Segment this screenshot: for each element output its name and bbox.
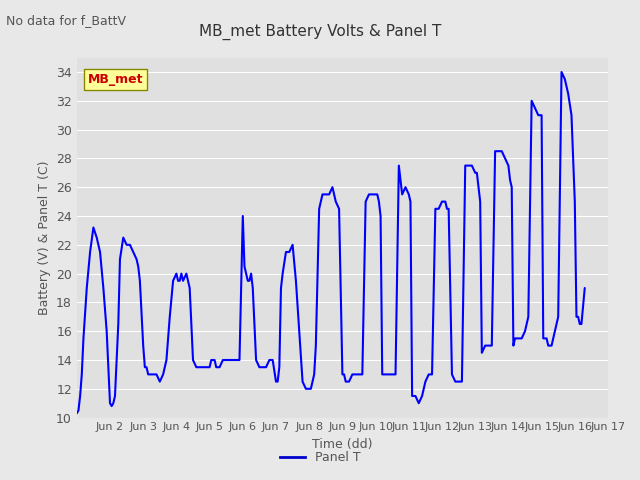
Text: MB_met: MB_met bbox=[88, 73, 143, 86]
X-axis label: Time (dd): Time (dd) bbox=[312, 438, 372, 451]
Text: MB_met Battery Volts & Panel T: MB_met Battery Volts & Panel T bbox=[199, 24, 441, 40]
Y-axis label: Battery (V) & Panel T (C): Battery (V) & Panel T (C) bbox=[38, 160, 51, 315]
Text: No data for f_BattV: No data for f_BattV bbox=[6, 14, 127, 27]
Legend: Panel T: Panel T bbox=[275, 446, 365, 469]
